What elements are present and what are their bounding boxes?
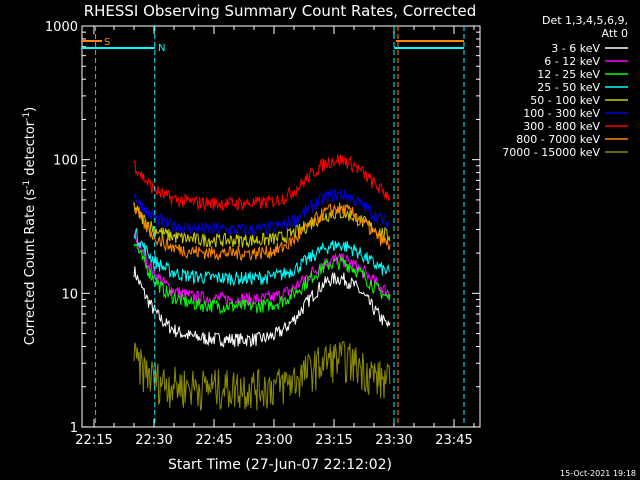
series-line-8 xyxy=(133,341,391,411)
series-line-5 xyxy=(133,187,391,238)
x-tick-label: 22:45 xyxy=(195,433,232,448)
x-tick-label: 23:15 xyxy=(315,433,352,448)
y-tick-label: 1 xyxy=(70,421,78,436)
series-line-4 xyxy=(133,202,391,248)
series-line-1 xyxy=(133,232,391,309)
legend-entry-label: 12 - 25 keV xyxy=(537,68,600,81)
legend-entry-label: 300 - 800 keV xyxy=(523,120,600,133)
legend-entry-label: 7000 - 15000 keV xyxy=(502,146,600,159)
legend-entry-label: 3 - 6 keV xyxy=(551,42,600,55)
legend-entry-label: 50 - 100 keV xyxy=(530,94,600,107)
series-lines xyxy=(133,154,391,411)
series-line-7 xyxy=(133,202,391,262)
plot-frame xyxy=(81,25,481,428)
series-line-0 xyxy=(133,266,391,348)
x-tick-label: 23:30 xyxy=(375,433,412,448)
plot-area xyxy=(81,25,481,428)
legend-entry-label: 6 - 12 keV xyxy=(544,55,600,68)
flags: SN xyxy=(82,26,465,427)
x-tick-label: 22:15 xyxy=(75,433,112,448)
x-axis-label: Start Time (27-Jun-07 22:12:02) xyxy=(168,457,392,473)
x-tick-label: 23:45 xyxy=(435,433,472,448)
flag-label-s: S xyxy=(104,37,110,48)
x-axis: 22:15 22:30 22:45 23:00 23:15 23:30 23:45 xyxy=(75,26,475,448)
y-axis: 1 10 100 1000 xyxy=(45,20,480,436)
legend-entry-label: 100 - 300 keV xyxy=(523,107,600,120)
flag-label-n: N xyxy=(158,43,165,54)
y-tick-label: 10 xyxy=(61,287,78,302)
x-tick-label: 22:30 xyxy=(135,433,172,448)
y-tick-label: 1000 xyxy=(45,20,78,35)
series-line-3 xyxy=(133,228,391,287)
x-tick-label: 23:00 xyxy=(255,433,292,448)
y-tick-label: 100 xyxy=(53,154,78,169)
legend-entry-label: 25 - 50 keV xyxy=(537,81,600,94)
legend-entry-label: 800 - 7000 keV xyxy=(516,133,600,146)
chart-title: RHESSI Observing Summary Count Rates, Co… xyxy=(84,2,477,20)
series-line-6 xyxy=(133,154,391,212)
legend-header-1: Det 1,3,4,5,6,9, xyxy=(542,14,628,27)
footer-stamp: 15-Oct-2021 19:18 xyxy=(560,469,636,478)
y-axis-label: Corrected Count Rate (s-1 detector-1) xyxy=(22,107,38,345)
series-line-2 xyxy=(133,243,391,315)
legend-header-2: Att 0 xyxy=(602,27,628,40)
